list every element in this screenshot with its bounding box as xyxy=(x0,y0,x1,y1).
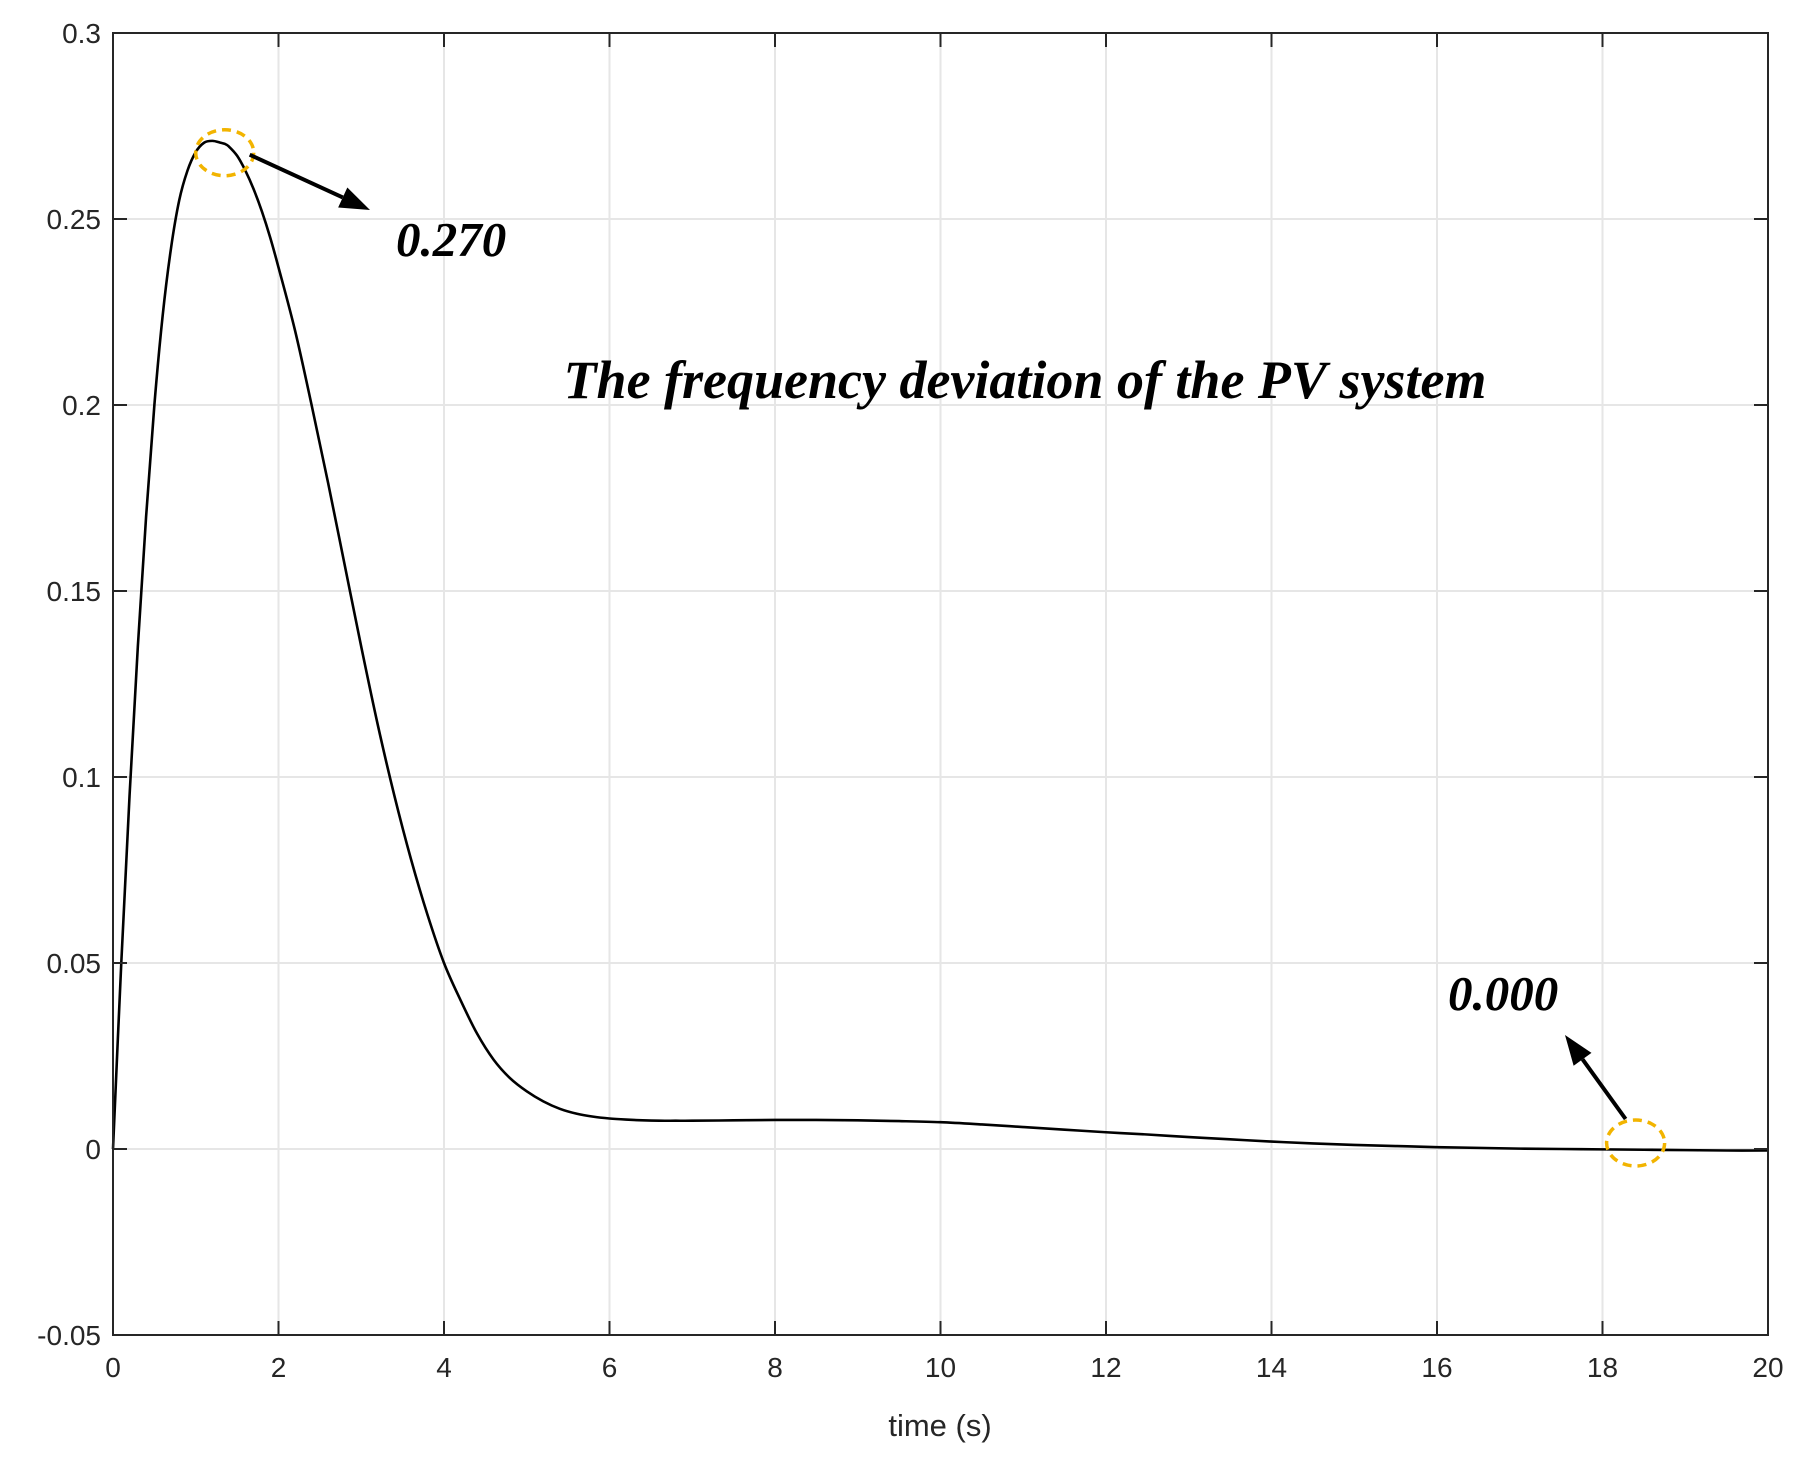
y-tick-label: 0.1 xyxy=(62,762,101,793)
y-tick-label: 0.3 xyxy=(62,18,101,49)
chart-title-annotation: The frequency deviation of the PV system xyxy=(564,350,1487,410)
x-tick-label: 6 xyxy=(602,1352,618,1383)
final-value-arrow-head xyxy=(1565,1035,1592,1066)
y-tick-label: 0 xyxy=(85,1134,101,1165)
tick-label-layer: 0 2 4 6 8 10 12 14 16 18 20-0.0500.050.10.150.20.2… xyxy=(37,18,1783,1383)
x-tick-label: 16 xyxy=(1421,1352,1452,1383)
tick-layer xyxy=(112,32,1769,1336)
x-tick-label: 12 xyxy=(1090,1352,1121,1383)
x-tick-label: 4 xyxy=(436,1352,452,1383)
y-tick-label: -0.05 xyxy=(37,1320,101,1351)
final-value-label: 0.000 xyxy=(1448,966,1558,1021)
peak-arrow-head xyxy=(338,187,370,210)
y-tick-label: 0.05 xyxy=(47,948,102,979)
x-tick-label: 20 xyxy=(1752,1352,1783,1383)
peak-value-label: 0.270 xyxy=(396,212,506,267)
final-value-arrow-shaft xyxy=(1580,1058,1628,1121)
final-value-highlight-circle xyxy=(1604,1118,1667,1168)
y-tick-label: 0.25 xyxy=(47,204,102,235)
x-tick-label: 10 xyxy=(925,1352,956,1383)
peak-highlight-circle xyxy=(193,127,256,178)
x-tick-label: 0 xyxy=(105,1352,121,1383)
grid-layer xyxy=(113,33,1768,1335)
y-tick-label: 0.15 xyxy=(47,576,102,607)
annotation-layer xyxy=(193,127,1667,1168)
x-tick-label: 18 xyxy=(1587,1352,1618,1383)
x-tick-label: 8 xyxy=(767,1352,783,1383)
x-tick-label: 2 xyxy=(271,1352,287,1383)
x-tick-label: 14 xyxy=(1256,1352,1287,1383)
x-axis-label: time (s) xyxy=(888,1408,991,1443)
y-tick-label: 0.2 xyxy=(62,390,101,421)
peak-arrow-shaft xyxy=(248,152,344,200)
